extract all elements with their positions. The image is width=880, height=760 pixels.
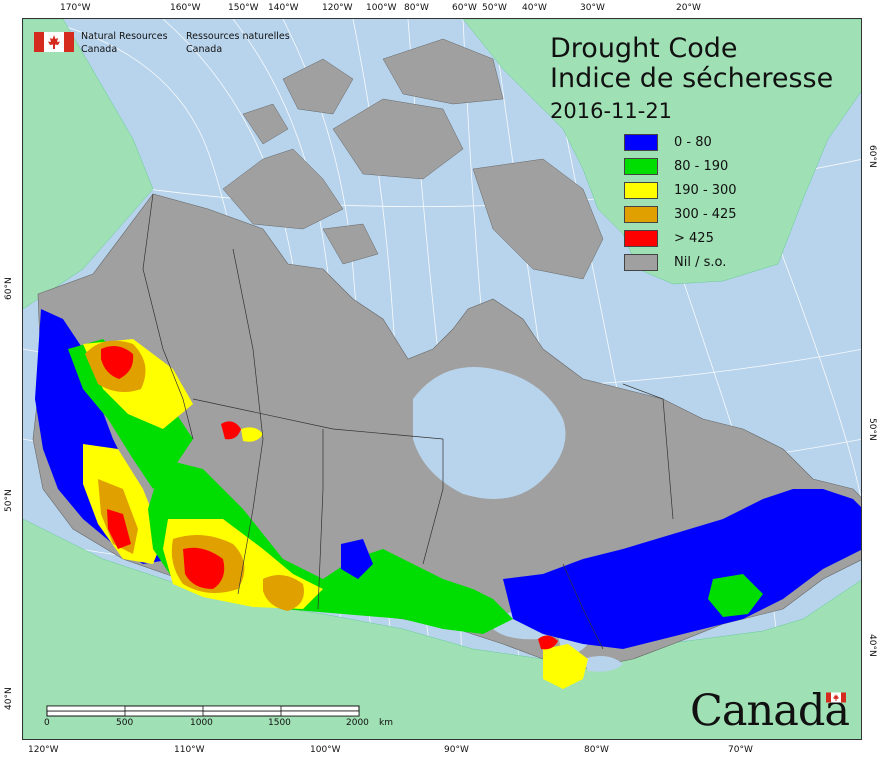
tick-top-5: 100°W — [366, 3, 397, 13]
tick-top-4: 120°W — [322, 3, 353, 13]
legend-swatch — [624, 134, 658, 151]
tick-top-11: 20°W — [676, 3, 701, 13]
tick-bottom-5: 70°W — [728, 745, 753, 755]
legend-item: 80 - 190 — [624, 158, 824, 180]
region-orange-sask — [263, 575, 304, 611]
legend-label: > 425 — [674, 231, 714, 246]
region-blue-east — [503, 489, 861, 649]
wordmark-flag-icon — [826, 692, 846, 703]
legend-item: 300 - 425 — [624, 206, 824, 228]
legend-swatch — [624, 158, 658, 175]
canada-flag-icon — [34, 32, 74, 52]
tick-bottom-2: 100°W — [310, 745, 341, 755]
tick-top-8: 50°W — [482, 3, 507, 13]
tick-top-6: 80°W — [404, 3, 429, 13]
legend-label: 190 - 300 — [674, 183, 737, 198]
legend-label: Nil / s.o. — [674, 255, 727, 270]
tick-right-2: 40°N — [867, 634, 877, 657]
map-canvas — [22, 18, 862, 740]
tick-top-3: 140°W — [268, 3, 299, 13]
scale-bar: 0 500 1000 1500 2000 km — [44, 704, 393, 728]
region-green-east — [708, 574, 763, 617]
tick-bottom-0: 120°W — [28, 745, 59, 755]
agency-name-en-line2: Canada — [81, 44, 118, 55]
map-title-en: Drought Code — [550, 33, 738, 64]
scale-label: 1000 — [190, 718, 213, 728]
legend-swatch — [624, 206, 658, 223]
tick-left-2: 40°N — [4, 687, 14, 710]
tick-right-1: 50°N — [867, 418, 877, 441]
tick-top-1: 160°W — [170, 3, 201, 13]
hudson-bay — [413, 367, 566, 499]
scale-label: 500 — [116, 718, 134, 728]
tick-bottom-1: 110°W — [174, 745, 205, 755]
tick-right-0: 60°N — [867, 145, 877, 168]
region-red-sask-north — [221, 421, 241, 440]
scale-units: km — [379, 718, 393, 728]
map-date: 2016-11-21 — [550, 99, 673, 123]
agency-name-en-line1: Natural Resources — [81, 31, 168, 42]
region-blue-manitoba — [341, 539, 373, 579]
legend-item: 0 - 80 — [624, 134, 824, 156]
region-red-interior — [107, 509, 131, 549]
scale-label: 2000 — [346, 718, 369, 728]
province-borders — [142, 193, 674, 650]
region-red-yukon — [101, 345, 134, 379]
arctic-islands — [222, 38, 604, 280]
tick-top-0: 170°W — [60, 3, 91, 13]
greenland-landmass — [462, 19, 861, 285]
region-red-ontario — [538, 635, 558, 650]
region-yellow-sask-north — [241, 427, 263, 442]
map-title-fr: Indice de sécheresse — [550, 63, 834, 94]
agency-name-fr-line1: Ressources naturelles — [186, 31, 290, 42]
agency-name-en: Natural Resources Canada — [81, 30, 191, 56]
map-graphic — [23, 19, 861, 739]
legend-swatch — [624, 182, 658, 199]
tick-top-2: 150°W — [228, 3, 259, 13]
legend-label: 300 - 425 — [674, 207, 737, 222]
legend-item: Nil / s.o. — [624, 254, 824, 276]
agency-name-fr: Ressources naturelles Canada — [186, 30, 306, 56]
tick-top-7: 60°W — [452, 3, 477, 13]
tick-top-10: 30°W — [580, 3, 605, 13]
tick-top-9: 40°W — [522, 3, 547, 13]
region-yellow-ontario — [543, 644, 588, 689]
map-title-block: Drought Code Indice de sécheresse 2016-1… — [550, 34, 833, 126]
legend-label: 0 - 80 — [674, 135, 712, 150]
legend-item: 190 - 300 — [624, 182, 824, 204]
tick-left-1: 50°N — [4, 489, 14, 512]
alaska-landmass — [23, 19, 154, 310]
region-red-prairie — [183, 547, 225, 589]
scale-bar-graphic — [46, 705, 360, 717]
legend-label: 80 - 190 — [674, 159, 729, 174]
tick-bottom-3: 90°W — [444, 745, 469, 755]
tick-bottom-4: 80°W — [584, 745, 609, 755]
canada-wordmark: Canada — [690, 686, 850, 736]
agency-name-fr-line2: Canada — [186, 44, 223, 55]
legend-item: > 425 — [624, 230, 824, 252]
tick-left-0: 60°N — [4, 277, 14, 300]
scale-label: 0 — [44, 718, 50, 728]
legend-swatch — [624, 230, 658, 247]
scale-label: 1500 — [268, 718, 291, 728]
legend-swatch — [624, 254, 658, 271]
